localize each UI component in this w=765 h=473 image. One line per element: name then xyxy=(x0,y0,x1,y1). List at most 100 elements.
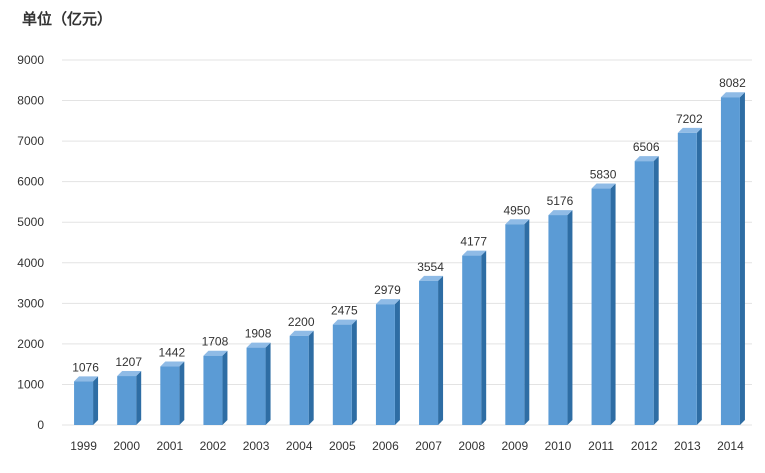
x-tick-label: 2009 xyxy=(501,439,528,453)
bar-top xyxy=(203,350,228,356)
bar-2002 xyxy=(203,350,228,425)
bar-top xyxy=(375,299,400,305)
data-label: 1076 xyxy=(72,360,99,374)
x-tick-label: 2002 xyxy=(200,439,227,453)
x-tick-label: 2005 xyxy=(329,439,356,453)
data-label: 5176 xyxy=(547,194,574,208)
bar-side xyxy=(438,275,444,425)
data-label: 1442 xyxy=(158,346,185,360)
bar-top xyxy=(117,371,142,377)
data-label: 5830 xyxy=(590,168,617,182)
bar-top xyxy=(160,361,185,367)
bar-top xyxy=(462,250,487,256)
bar-front xyxy=(720,97,740,425)
x-tick-label: 2003 xyxy=(243,439,270,453)
data-label: 6506 xyxy=(633,140,660,154)
y-tick-label: 9000 xyxy=(17,53,44,67)
y-tick-label: 5000 xyxy=(17,215,44,229)
bar-side xyxy=(610,183,616,425)
bar-side xyxy=(222,350,228,425)
y-tick-label: 6000 xyxy=(17,175,44,189)
bar-2010 xyxy=(548,210,573,425)
x-tick-label: 2008 xyxy=(458,439,485,453)
data-label: 2200 xyxy=(288,315,315,329)
x-tick-label: 2001 xyxy=(156,439,183,453)
bar-top xyxy=(289,330,314,336)
data-label: 4177 xyxy=(460,235,487,249)
x-tick-label: 2004 xyxy=(286,439,313,453)
bar-top xyxy=(332,319,357,325)
bar-front xyxy=(246,347,266,425)
bar-front xyxy=(505,224,525,425)
bar-front xyxy=(591,188,611,425)
bar-top xyxy=(419,275,444,281)
bar-side xyxy=(739,92,745,425)
bar-2004 xyxy=(289,330,314,425)
bar-front xyxy=(74,381,94,425)
bar-front xyxy=(548,215,568,425)
x-tick-label: 2014 xyxy=(717,439,744,453)
bar-2006 xyxy=(375,299,400,425)
bar-side xyxy=(136,371,142,425)
bar-side xyxy=(653,156,659,425)
y-tick-label: 3000 xyxy=(17,296,44,310)
bar-2014 xyxy=(720,92,745,425)
x-tick-label: 1999 xyxy=(70,439,97,453)
bar-side xyxy=(308,330,314,425)
data-label: 2475 xyxy=(331,304,358,318)
x-tick-label: 2000 xyxy=(113,439,140,453)
y-tick-label: 2000 xyxy=(17,337,44,351)
bar-top xyxy=(548,210,573,216)
bar-side xyxy=(179,361,185,425)
bar-front xyxy=(160,366,180,425)
bar-front xyxy=(634,161,654,425)
data-label: 4950 xyxy=(503,203,530,217)
bar-top xyxy=(246,342,271,348)
bar-1999 xyxy=(74,376,99,425)
bar-side xyxy=(394,299,400,425)
bar-side xyxy=(93,376,99,425)
data-label: 7202 xyxy=(676,112,703,126)
x-tick-label: 2011 xyxy=(588,439,614,453)
bar-2013 xyxy=(677,127,702,426)
data-label: 3554 xyxy=(417,260,444,274)
bar-front xyxy=(419,280,439,425)
bar-top xyxy=(634,156,659,162)
data-labels: 1076 1207 1442 1708 1908 2200 2475 2979 3554 4177… xyxy=(72,76,746,374)
x-tick-label: 2012 xyxy=(631,439,658,453)
bar-2009 xyxy=(505,219,530,425)
unit-label: 单位（亿元） xyxy=(22,10,113,28)
y-tick-label: 4000 xyxy=(17,256,44,270)
y-tick-label: 8000 xyxy=(17,94,44,108)
bar-front xyxy=(203,355,223,425)
x-tick-label: 2007 xyxy=(415,439,442,453)
bars xyxy=(74,92,745,426)
bar-top xyxy=(677,127,702,133)
bar-front xyxy=(677,132,697,425)
bar-side xyxy=(351,319,357,425)
y-tick-label: 1000 xyxy=(17,377,44,391)
bar-2000 xyxy=(117,371,142,425)
x-tick-label: 2010 xyxy=(545,439,572,453)
x-tick-label: 2013 xyxy=(674,439,701,453)
bar-front xyxy=(375,304,395,425)
data-label: 2979 xyxy=(374,283,401,297)
bar-front xyxy=(289,335,309,425)
bar-side xyxy=(524,219,530,425)
bar-2003 xyxy=(246,342,271,425)
bar-side xyxy=(567,210,573,425)
bar-side xyxy=(481,250,487,425)
bar-top xyxy=(591,183,616,189)
data-label: 1908 xyxy=(245,327,272,341)
x-axis-ticks: 1999 2000 2001 2002 2003 2004 2005 2006 2007 2008… xyxy=(70,439,744,453)
bar-2007 xyxy=(419,275,444,425)
bar-front xyxy=(332,324,352,425)
x-tick-label: 2006 xyxy=(372,439,399,453)
y-tick-label: 0 xyxy=(37,418,44,432)
data-label: 1207 xyxy=(115,355,142,369)
bar-front xyxy=(462,255,482,425)
data-label: 8082 xyxy=(719,76,746,90)
bar-2008 xyxy=(462,250,487,425)
